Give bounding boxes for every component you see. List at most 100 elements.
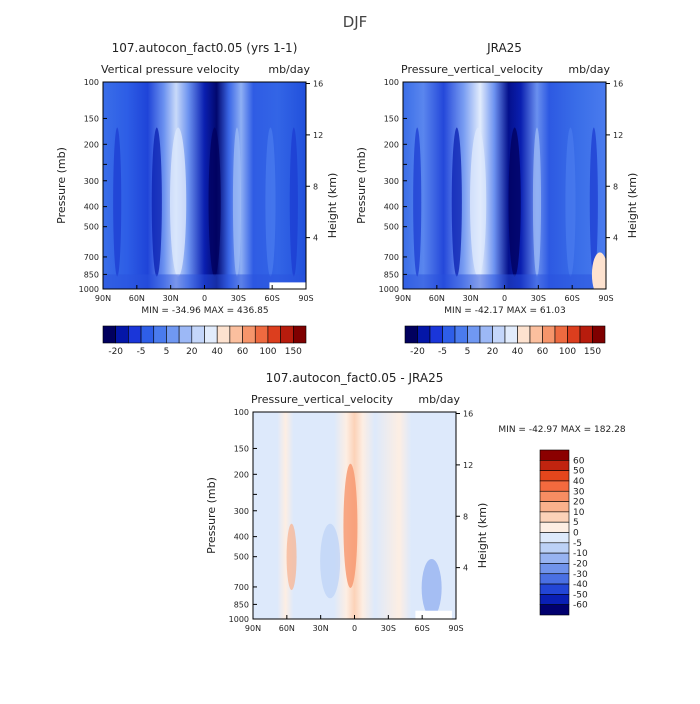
colorbar-swatch xyxy=(539,511,570,523)
colorbar-swatch xyxy=(539,583,570,595)
y-right-tick-label: 8 xyxy=(463,512,468,521)
colorbar-label: 60 xyxy=(537,347,549,357)
colorbar-label: 150 xyxy=(285,347,302,357)
colorbar-swatch xyxy=(539,594,570,605)
y-tick-label: 700 xyxy=(234,583,249,592)
y-tick-label: 500 xyxy=(234,553,249,562)
contour-band xyxy=(589,127,598,277)
x-tick-label: 90N xyxy=(95,294,111,303)
contour-band xyxy=(169,127,187,277)
x-tick-label: 30S xyxy=(231,294,246,303)
x-tick-label: 0 xyxy=(352,624,357,633)
colorbar-label: -50 xyxy=(573,590,588,600)
y-tick-label: 150 xyxy=(234,444,249,453)
colorbar-swatch xyxy=(539,573,570,585)
x-tick-label: 90S xyxy=(298,294,313,303)
colorbar-swatch xyxy=(539,449,570,461)
colorbar-label: -5 xyxy=(137,347,146,357)
y-tick-label: 200 xyxy=(384,140,399,149)
contour-band xyxy=(421,558,442,617)
y-axis-label: Pressure (mb) xyxy=(355,147,368,224)
colorbar-label: 20 xyxy=(487,347,499,357)
colorbar-label: -60 xyxy=(573,601,588,611)
panel-units: mb/day xyxy=(568,63,610,76)
colorbar-swatch xyxy=(592,325,606,344)
x-tick-label: 60N xyxy=(129,294,145,303)
x-tick-label: 30N xyxy=(313,624,329,633)
x-tick-label: 60S xyxy=(415,624,430,633)
contour-band xyxy=(532,127,542,277)
y-tick-label: 300 xyxy=(384,177,399,186)
panel-title: 107.autocon_fact0.05 (yrs 1-1) xyxy=(112,41,298,55)
y-right-tick-label: 12 xyxy=(613,131,623,140)
colorbar-label: -30 xyxy=(573,570,588,580)
colorbar-swatch xyxy=(204,325,218,344)
colorbar-label: 20 xyxy=(573,498,585,508)
x-tick-label: 30S xyxy=(531,294,546,303)
colorbar-swatch xyxy=(153,325,167,344)
y-tick-label: 400 xyxy=(384,203,399,212)
colorbar-label: -20 xyxy=(573,559,588,569)
y-right-tick-label: 8 xyxy=(613,182,618,191)
colorbar-swatch xyxy=(102,325,116,344)
colorbar-label: 30 xyxy=(573,487,585,497)
colorbar-swatch xyxy=(539,490,570,502)
y-right-tick-label: 16 xyxy=(463,410,473,419)
colorbar-swatch xyxy=(115,325,129,344)
colorbar-swatch xyxy=(454,325,468,344)
colorbar-swatch xyxy=(479,325,493,344)
x-tick-label: 60S xyxy=(265,294,280,303)
colorbar-swatch xyxy=(539,501,570,513)
x-tick-label: 90N xyxy=(245,624,261,633)
panel-subtitle: Vertical pressure velocity xyxy=(101,63,240,76)
y-tick-label: 1000 xyxy=(79,285,99,294)
colorbar-swatch xyxy=(178,325,193,344)
x-tick-label: 0 xyxy=(502,294,507,303)
colorbar-label: 60 xyxy=(573,456,585,466)
y-right-tick-label: 16 xyxy=(613,80,623,89)
colorbar-label: 40 xyxy=(573,477,585,487)
colorbar-swatch xyxy=(429,325,443,344)
colorbar-swatch xyxy=(539,532,570,544)
heatmap-field xyxy=(253,412,456,619)
contour-band xyxy=(286,523,297,591)
colorbar-swatch xyxy=(442,325,456,344)
contour-band xyxy=(232,127,242,277)
y-tick-label: 500 xyxy=(84,223,99,232)
chart-panel-1: 107.autocon_fact0.05 (yrs 1-1) Vertical p… xyxy=(55,41,339,357)
colorbar-swatch xyxy=(529,325,543,344)
y-tick-label: 400 xyxy=(84,203,99,212)
y-right-tick-label: 4 xyxy=(463,564,468,573)
y-tick-label: 200 xyxy=(84,140,99,149)
stats-text: MIN = -42.97 MAX = 182.28 xyxy=(498,425,625,435)
colorbar-swatch xyxy=(140,325,155,344)
colorbar-label: 40 xyxy=(211,347,223,357)
x-tick-label: 30S xyxy=(381,624,396,633)
contour-band xyxy=(151,127,162,277)
y-tick-label: 100 xyxy=(234,408,249,417)
panel-title: 107.autocon_fact0.05 - JRA25 xyxy=(266,371,444,385)
heatmap-background xyxy=(403,82,606,289)
y-tick-label: 500 xyxy=(384,223,399,232)
colorbar-swatch xyxy=(280,325,294,344)
y-tick-label: 1000 xyxy=(379,285,399,294)
x-tick-label: 90S xyxy=(448,624,463,633)
colorbar-label: 40 xyxy=(512,347,524,357)
colorbar-swatch xyxy=(166,325,180,344)
y-axis-label: Pressure (mb) xyxy=(55,147,68,224)
y-tick-label: 700 xyxy=(84,253,99,262)
chart-panel-2: JRA25 Pressure_vertical_velocity mb/day 90N… xyxy=(355,41,639,357)
colorbar-swatch xyxy=(539,521,570,533)
colorbar-swatch xyxy=(539,563,570,575)
contour-band xyxy=(113,127,122,277)
y-right-tick-label: 12 xyxy=(463,461,473,470)
colorbar-swatch xyxy=(539,470,570,482)
contour-band xyxy=(208,127,221,277)
colorbar-swatch xyxy=(517,325,531,344)
contour-band xyxy=(508,127,521,277)
colorbar-label: 20 xyxy=(186,347,198,357)
colorbar-swatch xyxy=(539,604,570,616)
contour-band xyxy=(565,127,576,277)
panel-subtitle: Pressure_vertical_velocity xyxy=(401,63,543,76)
